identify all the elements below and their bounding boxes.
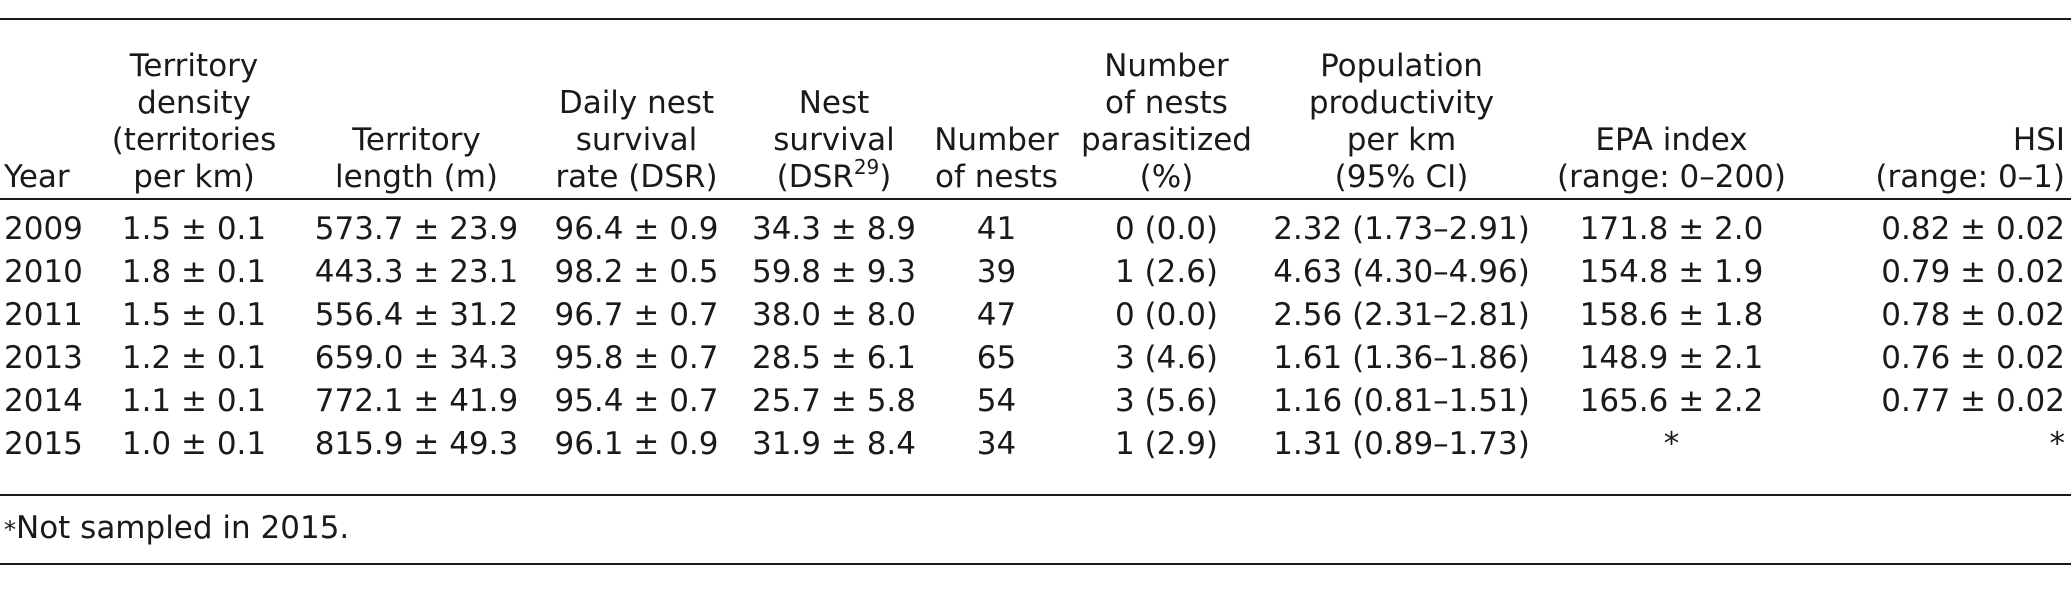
cell-nest-survival: 34.3 ± 8.9 bbox=[751, 211, 916, 247]
cell-nests-parasitized: 3 (5.6) bbox=[1114, 383, 1219, 419]
header-hsi: HSI (range: 0–1) bbox=[1875, 122, 2065, 195]
footnote-bottom-rule bbox=[0, 563, 2071, 565]
table-row: 2011 1.5 ± 0.1 556.4 ± 31.2 96.7 ± 0.7 38.0 … bbox=[0, 294, 2071, 337]
cell-territory-density: 1.8 ± 0.1 bbox=[121, 254, 267, 290]
cell-population-productivity: 1.31 (0.89–1.73) bbox=[1273, 426, 1530, 462]
cell-nests-parasitized: 1 (2.6) bbox=[1114, 254, 1219, 290]
table-body: 2009 1.5 ± 0.1 573.7 ± 23.9 96.4 ± 0.9 34.3 … bbox=[0, 196, 2071, 466]
cell-epa-index: 165.6 ± 2.2 bbox=[1579, 383, 1764, 419]
cell-year: 2010 bbox=[4, 254, 83, 290]
header-year: Year bbox=[4, 159, 70, 195]
cell-year: 2013 bbox=[4, 340, 83, 376]
cell-territory-length: 556.4 ± 31.2 bbox=[314, 297, 519, 333]
cell-nest-survival: 25.7 ± 5.8 bbox=[751, 383, 916, 419]
cell-daily-nest-survival: 96.7 ± 0.7 bbox=[554, 297, 719, 333]
cell-nest-survival: 59.8 ± 9.3 bbox=[751, 254, 916, 290]
footnote-mark: * bbox=[4, 516, 16, 544]
header-nests-parasitized: Number of nests parasitized (%) bbox=[1081, 48, 1252, 195]
cell-nest-survival: 28.5 ± 6.1 bbox=[751, 340, 916, 376]
cell-epa-index: * bbox=[1663, 426, 1680, 462]
table-bottom-rule bbox=[0, 494, 2071, 496]
cell-territory-density: 1.5 ± 0.1 bbox=[121, 211, 267, 247]
cell-year: 2015 bbox=[4, 426, 83, 462]
cell-year: 2011 bbox=[4, 297, 83, 333]
header-row: Year Territory density (territories per … bbox=[0, 26, 2071, 196]
header-territory-length: Territory length (m) bbox=[334, 122, 499, 195]
header-territory-density: Territory density (territories per km) bbox=[111, 48, 277, 195]
dsr-exponent: 29 bbox=[853, 154, 880, 179]
cell-hsi: 0.78 ± 0.02 bbox=[1881, 297, 2065, 333]
header-epa-index: EPA index (range: 0–200) bbox=[1556, 122, 1787, 195]
cell-epa-index: 171.8 ± 2.0 bbox=[1579, 211, 1764, 247]
table-row: 2010 1.8 ± 0.1 443.3 ± 23.1 98.2 ± 0.5 59.8 … bbox=[0, 251, 2071, 294]
cell-epa-index: 158.6 ± 1.8 bbox=[1579, 297, 1764, 333]
table-row: 2015 1.0 ± 0.1 815.9 ± 49.3 96.1 ± 0.9 31.9 … bbox=[0, 423, 2071, 466]
cell-daily-nest-survival: 96.4 ± 0.9 bbox=[554, 211, 719, 247]
cell-number-of-nests: 41 bbox=[976, 211, 1017, 247]
table-row: 2009 1.5 ± 0.1 573.7 ± 23.9 96.4 ± 0.9 34.3 … bbox=[0, 196, 2071, 251]
cell-daily-nest-survival: 98.2 ± 0.5 bbox=[554, 254, 719, 290]
cell-epa-index: 148.9 ± 2.1 bbox=[1579, 340, 1764, 376]
cell-daily-nest-survival: 96.1 ± 0.9 bbox=[554, 426, 719, 462]
cell-population-productivity: 4.63 (4.30–4.96) bbox=[1273, 254, 1530, 290]
cell-hsi: 0.82 ± 0.02 bbox=[1881, 211, 2065, 247]
cell-population-productivity: 2.32 (1.73–2.91) bbox=[1273, 211, 1530, 247]
cell-hsi: * bbox=[2049, 426, 2066, 462]
cell-year: 2014 bbox=[4, 383, 83, 419]
cell-nest-survival: 38.0 ± 8.0 bbox=[751, 297, 916, 333]
cell-territory-length: 443.3 ± 23.1 bbox=[314, 254, 519, 290]
cell-hsi: 0.76 ± 0.02 bbox=[1881, 340, 2065, 376]
cell-territory-length: 573.7 ± 23.9 bbox=[314, 211, 519, 247]
header-nest-survival: Nest survival (DSR29) bbox=[773, 85, 895, 195]
cell-epa-index: 154.8 ± 1.9 bbox=[1579, 254, 1764, 290]
cell-territory-density: 1.1 ± 0.1 bbox=[121, 383, 267, 419]
footnote-text: Not sampled in 2015. bbox=[16, 510, 350, 546]
cell-nests-parasitized: 0 (0.0) bbox=[1114, 297, 1219, 333]
cell-population-productivity: 1.16 (0.81–1.51) bbox=[1273, 383, 1530, 419]
cell-territory-length: 815.9 ± 49.3 bbox=[314, 426, 519, 462]
cell-number-of-nests: 39 bbox=[976, 254, 1017, 290]
cell-nests-parasitized: 0 (0.0) bbox=[1114, 211, 1219, 247]
header-population-productivity: Population productivity per km (95% CI) bbox=[1308, 48, 1495, 195]
cell-daily-nest-survival: 95.8 ± 0.7 bbox=[554, 340, 719, 376]
table-top-rule bbox=[0, 18, 2071, 20]
cell-territory-length: 659.0 ± 34.3 bbox=[314, 340, 519, 376]
table-row: 2013 1.2 ± 0.1 659.0 ± 34.3 95.8 ± 0.7 28.5 … bbox=[0, 337, 2071, 380]
cell-hsi: 0.77 ± 0.02 bbox=[1881, 383, 2065, 419]
footnote: *Not sampled in 2015. bbox=[4, 506, 349, 550]
cell-number-of-nests: 54 bbox=[976, 383, 1017, 419]
cell-territory-length: 772.1 ± 41.9 bbox=[314, 383, 519, 419]
cell-territory-density: 1.0 ± 0.1 bbox=[121, 426, 267, 462]
header-daily-nest-survival: Daily nest survival rate (DSR) bbox=[555, 85, 718, 195]
cell-number-of-nests: 47 bbox=[976, 297, 1017, 333]
table-row: 2014 1.1 ± 0.1 772.1 ± 41.9 95.4 ± 0.7 25.7 … bbox=[0, 380, 2071, 423]
cell-territory-density: 1.2 ± 0.1 bbox=[121, 340, 267, 376]
cell-year: 2009 bbox=[4, 211, 83, 247]
cell-population-productivity: 2.56 (2.31–2.81) bbox=[1273, 297, 1530, 333]
cell-nest-survival: 31.9 ± 8.4 bbox=[751, 426, 916, 462]
cell-number-of-nests: 34 bbox=[976, 426, 1017, 462]
cell-territory-density: 1.5 ± 0.1 bbox=[121, 297, 267, 333]
header-number-of-nests: Number of nests bbox=[934, 122, 1059, 195]
cell-number-of-nests: 65 bbox=[976, 340, 1017, 376]
cell-population-productivity: 1.61 (1.36–1.86) bbox=[1273, 340, 1530, 376]
header-bottom-rule bbox=[0, 198, 2071, 200]
cell-nests-parasitized: 1 (2.9) bbox=[1114, 426, 1219, 462]
data-table: Year Territory density (territories per … bbox=[0, 26, 2071, 466]
cell-hsi: 0.79 ± 0.02 bbox=[1881, 254, 2065, 290]
cell-daily-nest-survival: 95.4 ± 0.7 bbox=[554, 383, 719, 419]
cell-nests-parasitized: 3 (4.6) bbox=[1114, 340, 1219, 376]
